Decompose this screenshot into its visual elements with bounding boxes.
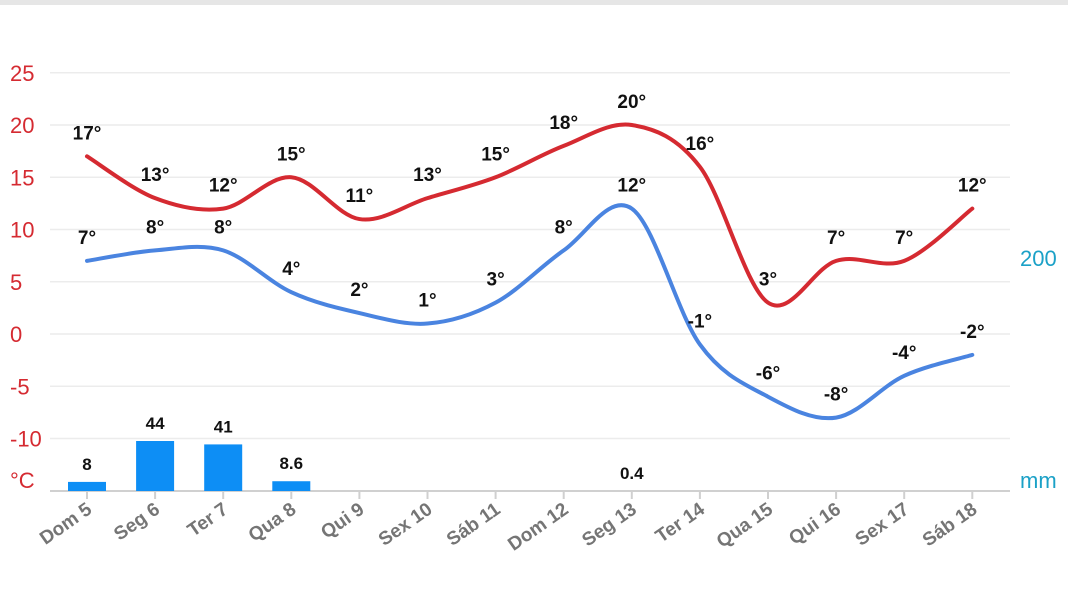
max-temperature-label: 7°: [827, 228, 845, 249]
min-temperature-label: -2°: [960, 322, 985, 343]
min-temperature-label: 8°: [555, 217, 573, 238]
max-temperature-label: 18°: [549, 113, 578, 134]
y-axis-unit-mm: mm: [1020, 468, 1057, 493]
max-temperature-label: 3°: [759, 270, 777, 291]
precipitation-bar: [204, 444, 243, 491]
precipitation-bar: [68, 481, 106, 491]
max-temperature-label: 13°: [141, 165, 170, 186]
x-tick-label: Dom 12: [504, 499, 572, 556]
x-tick-label: Sáb 11: [443, 499, 505, 551]
x-tick-label: Sex 17: [852, 499, 913, 551]
gridlines: [50, 72, 1010, 492]
y-tick-label: 10: [10, 218, 34, 243]
min-temperature-label: -4°: [892, 343, 917, 364]
y-tick-label: 20: [10, 113, 34, 138]
precipitation-bars: [68, 441, 311, 491]
y-axis-right-tick: 200: [1020, 246, 1057, 271]
max-temperature-label: 15°: [481, 144, 510, 165]
y-tick-label: 5: [10, 270, 22, 295]
min-temperature-label: -1°: [688, 311, 713, 332]
max-temperature-label: 15°: [277, 144, 306, 165]
max-temperature-label: 20°: [617, 92, 646, 113]
max-temperature-label: 12°: [209, 176, 238, 197]
x-tick-label: Sáb 18: [919, 499, 981, 551]
x-tick-label: Sex 10: [375, 499, 436, 551]
y-tick-label: 0: [10, 322, 22, 347]
x-tick-label: Ter 14: [652, 499, 709, 548]
temperature-lines: [85, 122, 975, 421]
precipitation-label: 8: [82, 455, 91, 474]
max-temperature-label: 16°: [686, 134, 715, 155]
x-tick-label: Ter 7: [184, 499, 232, 541]
y-tick-label: -5: [10, 374, 30, 399]
y-tick-label: 15: [10, 165, 34, 190]
precipitation-bar: [272, 481, 311, 491]
precipitation-bar: [136, 441, 175, 491]
min-temperature-label: 4°: [282, 259, 300, 280]
y-tick-label: 25: [10, 61, 34, 86]
min-temperature-label: 1°: [418, 291, 436, 312]
x-axis: Dom 5 Seg 6 Ter 7 Qua 8 Qui 9 Sex 10 Sáb 11 Dom…: [36, 491, 981, 555]
y-axis-left: 25 20 15 10 5 0 -5 -10: [10, 61, 42, 452]
max-temperature-label: 11°: [346, 186, 374, 207]
max-temperature-label: 17°: [73, 123, 102, 144]
max-temperature-line: [85, 122, 975, 308]
min-temperature-label: -6°: [756, 364, 781, 385]
x-tick-label: Dom 5: [36, 499, 96, 550]
min-temperature-label: 8°: [214, 217, 232, 238]
min-temperature-line: [85, 203, 975, 421]
precipitation-label: 8.6: [279, 454, 303, 473]
x-tick-label: Qui 16: [785, 499, 845, 550]
y-tick-label: -10: [10, 427, 42, 452]
min-temperature-label: 7°: [78, 228, 96, 249]
precipitation-label: 44: [146, 414, 165, 433]
x-tick-label: Seg 13: [578, 499, 640, 551]
max-temperature-label: 7°: [895, 228, 913, 249]
min-temperature-label: 3°: [487, 270, 505, 291]
top-divider: [0, 0, 1068, 5]
min-temperature-label: 12°: [617, 176, 646, 197]
x-tick-label: Qua 8: [245, 499, 300, 546]
x-tick-label: Seg 6: [110, 499, 164, 545]
precipitation-label: 41: [214, 417, 233, 436]
max-temperature-label: 12°: [958, 176, 987, 197]
min-temperature-label: 8°: [146, 217, 164, 238]
data-labels: 8 44 41 8.6 0.4 17° 13° 12° 15° 11° 13° 15° 18° 20° 16…: [73, 92, 987, 483]
precipitation-label: 0.4: [620, 464, 644, 483]
x-tick-label: Qui 9: [317, 499, 368, 543]
max-temperature-label: 13°: [413, 165, 442, 186]
min-temperature-label: -8°: [824, 385, 849, 406]
x-tick-label: Qua 15: [713, 499, 777, 553]
y-axis-unit-celsius: °C: [10, 468, 35, 493]
min-temperature-label: 2°: [350, 280, 368, 301]
